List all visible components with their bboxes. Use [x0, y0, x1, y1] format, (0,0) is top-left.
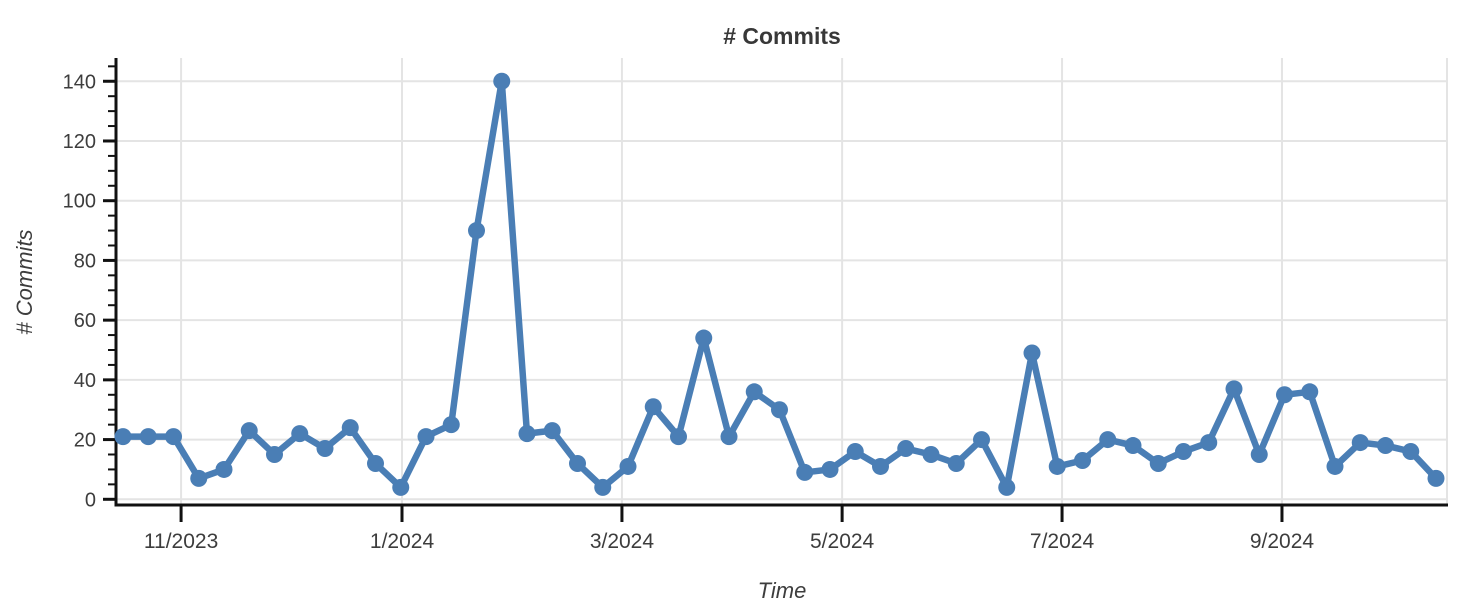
- data-point-marker: [190, 469, 208, 487]
- x-tick-label: 3/2024: [590, 530, 655, 553]
- data-point-marker: [165, 428, 182, 446]
- data-point-marker: [215, 460, 233, 478]
- data-point-marker: [1351, 434, 1369, 452]
- data-point-marker: [518, 425, 536, 443]
- data-point-marker: [392, 478, 410, 496]
- y-tick-label: 100: [63, 191, 96, 213]
- data-point-marker: [341, 419, 359, 437]
- data-point-marker: [720, 428, 738, 446]
- data-point-marker: [922, 446, 940, 464]
- data-point-marker: [1175, 443, 1192, 461]
- data-point-marker: [1023, 344, 1041, 362]
- data-point-marker: [316, 440, 334, 458]
- data-point-marker: [569, 454, 586, 472]
- x-tick-label: 5/2024: [810, 530, 875, 553]
- data-point-marker: [846, 443, 864, 461]
- y-axis-title: # Commits: [12, 229, 37, 334]
- data-point-marker: [1377, 437, 1394, 455]
- data-point-marker: [1326, 457, 1344, 475]
- data-point-marker: [1402, 443, 1420, 461]
- data-point-marker: [139, 428, 157, 446]
- y-tick-label: 120: [63, 131, 96, 153]
- data-point-marker: [947, 454, 965, 472]
- data-point-marker: [114, 428, 132, 446]
- data-point-marker: [1200, 434, 1218, 452]
- data-point-marker: [442, 416, 460, 434]
- data-point-marker: [1149, 454, 1167, 472]
- data-point-marker: [872, 457, 889, 475]
- data-point-marker: [821, 460, 839, 478]
- y-tick-label: 140: [63, 71, 96, 93]
- data-point-marker: [644, 398, 662, 416]
- y-tick-label: 60: [74, 310, 96, 332]
- data-point-marker: [670, 428, 687, 446]
- chart-title: # Commits: [723, 23, 841, 49]
- x-tick-label: 11/2023: [144, 530, 218, 553]
- data-point-marker: [493, 72, 511, 90]
- x-tick-label: 9/2024: [1250, 530, 1315, 553]
- data-point-marker: [973, 431, 990, 449]
- data-point-marker: [417, 428, 435, 446]
- commits-line-series: [119, 78, 1440, 491]
- data-point-marker: [266, 446, 283, 464]
- y-tick-label: 40: [74, 370, 96, 392]
- data-point-marker: [367, 454, 384, 472]
- data-point-marker: [468, 222, 485, 240]
- data-point-marker: [695, 329, 713, 347]
- data-point-marker: [1276, 386, 1293, 404]
- data-point-marker: [291, 425, 309, 443]
- data-point-marker: [745, 383, 763, 401]
- data-point-marker: [1225, 380, 1243, 398]
- data-point-marker: [1301, 383, 1319, 401]
- x-axis-title: Time: [758, 578, 807, 603]
- x-tick-label: 1/2024: [370, 530, 435, 553]
- data-point-marker: [897, 440, 915, 458]
- data-point-marker: [1427, 469, 1445, 487]
- data-point-marker: [240, 422, 258, 440]
- data-point-marker: [1250, 446, 1268, 464]
- data-point-marker: [1124, 437, 1142, 455]
- data-point-marker: [543, 422, 561, 440]
- y-tick-label: 20: [74, 430, 96, 452]
- data-point-marker: [1048, 457, 1066, 475]
- y-tick-label: 0: [85, 489, 96, 511]
- data-point-marker: [619, 457, 637, 475]
- data-point-marker: [594, 478, 612, 496]
- x-tick-label: 7/2024: [1030, 530, 1095, 553]
- data-point-marker: [796, 463, 814, 481]
- data-point-marker: [771, 401, 788, 419]
- data-point-marker: [1099, 431, 1117, 449]
- data-point-marker: [998, 478, 1016, 496]
- y-tick-label: 80: [74, 250, 96, 272]
- data-point-marker: [1074, 451, 1091, 469]
